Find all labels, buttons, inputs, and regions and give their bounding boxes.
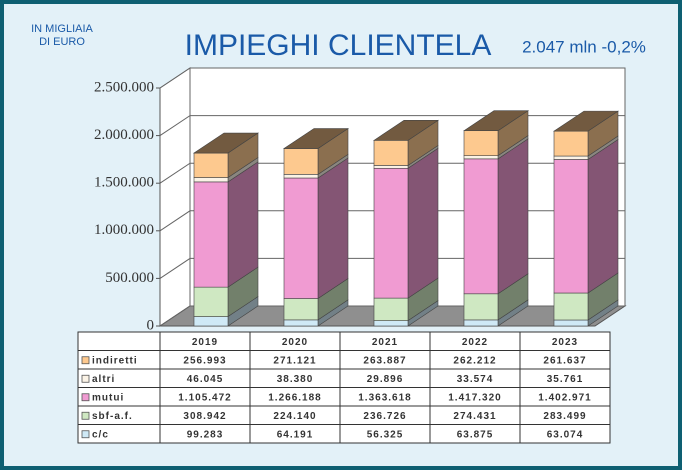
bar: [553, 130, 589, 157]
bar: [193, 177, 229, 183]
bar-top: [463, 110, 529, 132]
table-value: 63.074: [547, 429, 584, 440]
bar-side: [497, 138, 529, 295]
bar: [463, 293, 499, 321]
bar-top: [193, 132, 259, 154]
table-value: 99.283: [187, 429, 224, 440]
legend-swatch: [81, 411, 90, 420]
bar: [283, 319, 319, 327]
table-value: 236.726: [363, 411, 406, 422]
table-value: 56.325: [367, 429, 404, 440]
table-value: 308.942: [183, 411, 226, 422]
y-tick-label: 0: [147, 317, 155, 333]
y-tick-label: 1.000.000: [94, 222, 154, 238]
bar-top: [553, 110, 619, 132]
bar: [463, 158, 499, 295]
bar: [283, 148, 319, 175]
x-tick-label: 2020: [282, 337, 308, 348]
legend-label: mutui: [92, 392, 124, 403]
left-wall: [159, 67, 191, 327]
bar-side: [317, 157, 349, 300]
table-value: 33.574: [457, 374, 494, 385]
legend-label: altri: [92, 374, 115, 385]
table-value: 1.417.320: [448, 392, 502, 403]
bar: [463, 130, 499, 156]
table-value: 1.363.618: [358, 392, 412, 403]
table-value: 46.045: [187, 374, 224, 385]
bar-side: [407, 147, 439, 299]
table-value: 256.993: [183, 355, 226, 366]
bar: [373, 165, 409, 169]
bar: [463, 319, 499, 327]
unit-label: IN MIGLIAIA: [31, 23, 93, 35]
bar-side: [587, 138, 619, 294]
bar-top: [373, 120, 439, 141]
bar-top: [283, 128, 349, 149]
legend-label: c/c: [92, 429, 109, 440]
table-value: 263.887: [363, 355, 406, 366]
table-value: 38.380: [277, 374, 314, 385]
table-value: 274.431: [453, 411, 496, 422]
legend-swatch: [81, 374, 90, 383]
y-tick-label: 2.500.000: [94, 79, 154, 95]
bar: [283, 177, 319, 299]
x-tick-label: 2022: [462, 337, 488, 348]
bar: [373, 167, 409, 299]
table-value: 29.896: [367, 374, 404, 385]
y-tick-label: 500.000: [105, 270, 154, 286]
bar: [193, 286, 229, 317]
unit-label: DI EURO: [39, 36, 85, 48]
table-value: 262.212: [453, 355, 496, 366]
table-value: 224.140: [273, 411, 316, 422]
table-value: 64.191: [277, 429, 314, 440]
chart-subtitle: 2.047 mln -0,2%: [522, 37, 646, 56]
grid-line: [159, 115, 625, 137]
legend-label: sbf-a.f.: [92, 411, 133, 422]
bar: [373, 320, 409, 327]
x-tick-label: 2021: [372, 337, 398, 348]
chart-title: IMPIEGHI CLIENTELA: [185, 29, 492, 62]
table-value: 35.761: [547, 374, 584, 385]
bar: [553, 292, 589, 321]
table-value: 1.266.188: [268, 392, 322, 403]
legend-label: indiretti: [92, 355, 138, 366]
x-tick-label: 2019: [192, 337, 218, 348]
table-value: 63.875: [457, 429, 494, 440]
bar: [373, 297, 409, 321]
legend-swatch: [81, 393, 90, 402]
y-tick-label: 2.000.000: [94, 127, 154, 143]
grid-line: [159, 67, 625, 89]
bar: [283, 174, 319, 179]
y-tick-label: 1.500.000: [94, 175, 154, 191]
legend-swatch: [81, 430, 90, 439]
bar: [283, 298, 319, 321]
bar: [373, 140, 409, 166]
bar: [553, 155, 589, 160]
table-value: 283.499: [543, 411, 586, 422]
bar: [463, 155, 499, 160]
table-value: 1.402.971: [538, 392, 592, 403]
bar: [193, 152, 229, 178]
table-value: 1.105.472: [178, 392, 232, 403]
bar: [553, 159, 589, 294]
legend-swatch: [81, 356, 90, 365]
bar: [193, 181, 229, 288]
bar: [553, 319, 589, 327]
table-value: 271.121: [273, 355, 316, 366]
table-value: 261.637: [543, 355, 586, 366]
x-tick-label: 2023: [552, 337, 578, 348]
bar-side: [227, 161, 259, 288]
bar: [193, 316, 229, 327]
